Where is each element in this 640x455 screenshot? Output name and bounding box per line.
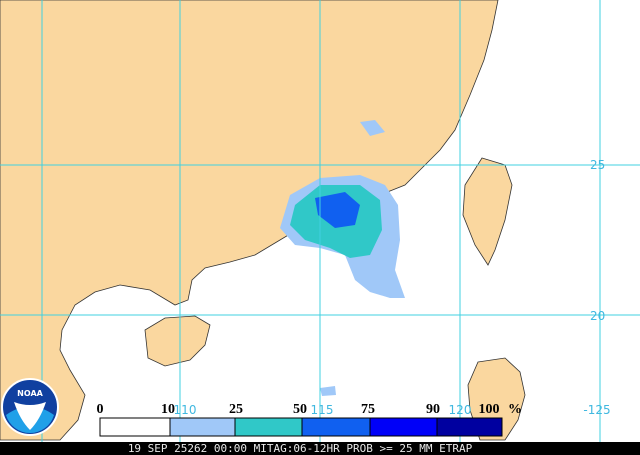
legend-swatch: [99, 417, 171, 437]
legend-label: 10: [161, 402, 175, 417]
lon-label: 120: [449, 403, 472, 417]
logo-text: NOAA: [17, 389, 43, 398]
land: [0, 0, 499, 441]
lon-label: -125: [583, 403, 610, 417]
legend-swatch: [301, 417, 371, 437]
precip-50: [315, 192, 360, 228]
precip-10: [360, 120, 385, 136]
legend-swatch: [369, 417, 438, 437]
lon-label: 110: [174, 403, 197, 417]
graticule: [0, 0, 640, 442]
legend-swatch: [169, 417, 236, 437]
lon-label: 115: [311, 403, 334, 417]
legend-swatch: [234, 417, 303, 437]
legend-label: 50: [293, 402, 307, 417]
logo-bird: [14, 402, 46, 430]
footer-bar: [0, 442, 640, 455]
lat-label: 25: [590, 158, 605, 172]
lat-label: 20: [590, 309, 605, 323]
legend-label: 75: [361, 402, 375, 417]
legend-label: 0: [97, 402, 104, 417]
legend-label: 100: [479, 402, 500, 417]
hainan: [144, 315, 211, 367]
legend-unit: %: [508, 402, 522, 417]
footer-text: 19 SEP 25262 00:00 MITAG:06-12HR PROB >=…: [128, 442, 473, 455]
precip-10: [320, 386, 336, 396]
legend-label: 25: [229, 402, 243, 417]
legend: 0 10 25 50 75 90 100 %: [97, 402, 522, 437]
legend-label: 90: [426, 402, 440, 417]
noaa-logo: NOAA: [1, 378, 59, 436]
legend-swatch: [436, 417, 503, 437]
taiwan: [462, 157, 513, 266]
